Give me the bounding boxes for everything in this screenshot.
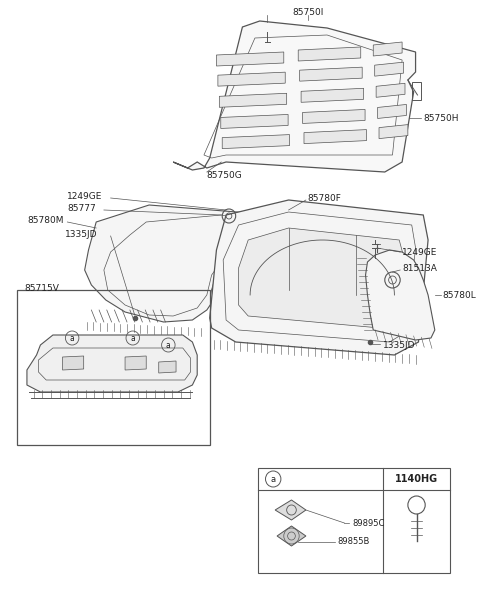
Text: 85780M: 85780M (27, 216, 63, 224)
Polygon shape (275, 500, 306, 520)
Text: 89895C: 89895C (352, 518, 384, 528)
Text: 81513A: 81513A (402, 263, 437, 273)
Polygon shape (221, 114, 288, 128)
Polygon shape (222, 135, 289, 148)
Text: 1249GE: 1249GE (402, 247, 437, 256)
Bar (258, 468, 450, 573)
Polygon shape (301, 88, 364, 102)
Polygon shape (210, 200, 428, 355)
Polygon shape (84, 205, 279, 322)
Text: 1335JD: 1335JD (65, 230, 98, 239)
Polygon shape (239, 228, 404, 328)
Text: 85777: 85777 (67, 204, 96, 213)
Text: 85750G: 85750G (207, 170, 242, 180)
Text: a: a (70, 333, 74, 342)
Polygon shape (378, 104, 407, 118)
Bar (412, 82, 421, 100)
Polygon shape (300, 67, 362, 81)
Polygon shape (379, 125, 408, 138)
Polygon shape (277, 526, 306, 546)
Text: 85750I: 85750I (292, 8, 324, 16)
Polygon shape (62, 356, 84, 370)
Text: 85780F: 85780F (308, 194, 342, 203)
Text: 89855B: 89855B (337, 538, 370, 547)
Text: 85750H: 85750H (423, 114, 459, 123)
Text: 85715V: 85715V (24, 283, 59, 293)
Polygon shape (173, 21, 416, 172)
Text: 85780L: 85780L (443, 290, 476, 299)
Polygon shape (218, 72, 285, 86)
Polygon shape (366, 250, 435, 340)
Polygon shape (375, 62, 404, 76)
Polygon shape (27, 335, 197, 392)
Text: 1335JD: 1335JD (383, 340, 415, 349)
Polygon shape (298, 47, 361, 61)
Polygon shape (302, 110, 365, 124)
Polygon shape (159, 361, 176, 373)
Text: a: a (271, 475, 276, 484)
Polygon shape (216, 52, 284, 66)
Polygon shape (373, 42, 402, 56)
Text: a: a (166, 340, 171, 349)
Text: 1249GE: 1249GE (67, 191, 103, 200)
Polygon shape (376, 83, 405, 97)
Polygon shape (219, 93, 287, 107)
Polygon shape (125, 356, 146, 370)
Polygon shape (304, 130, 367, 144)
Text: 1140HG: 1140HG (395, 474, 438, 484)
Bar (17, 290, 210, 445)
Text: a: a (131, 333, 135, 342)
